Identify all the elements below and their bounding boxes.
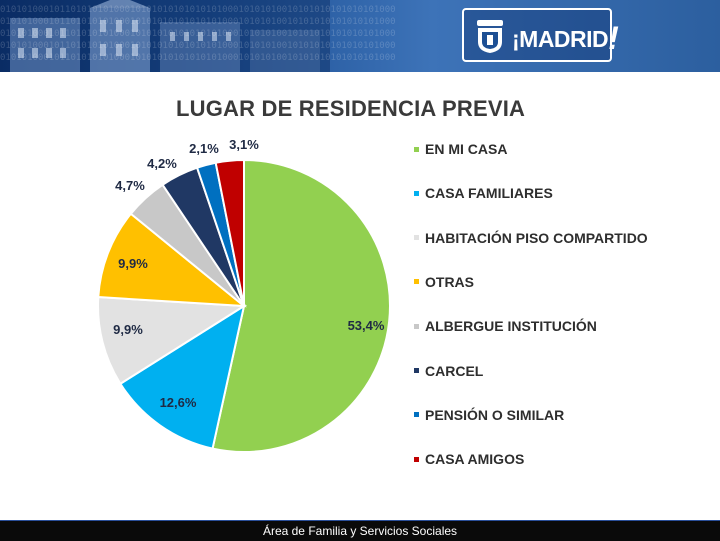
legend-swatch [414, 190, 419, 196]
legend-item: CASA AMIGOS [414, 450, 524, 468]
legend-label: PENSIÓN O SIMILAR [425, 406, 565, 423]
legend-item: OTRAS [414, 273, 474, 291]
legend-label: CASA FAMILIARES [425, 185, 553, 202]
legend-label: HABITACIÓN PISO COMPARTIDO [425, 229, 648, 246]
footer-text: Área de Familia y Servicios Sociales [262, 524, 458, 538]
legend-swatch [414, 456, 419, 462]
legend-item: CARCEL [414, 362, 483, 380]
pie-slice [214, 158, 245, 307]
legend-swatch [414, 412, 419, 418]
legend-swatch [414, 323, 419, 329]
chart-title: LUGAR DE RESIDENCIA PREVIA [176, 96, 526, 121]
binary-pattern: 0101010001011010101010001010101010101010… [0, 5, 396, 63]
legend-item: CASA FAMILIARES [414, 184, 553, 202]
legend-item: HABITACIÓN PISO COMPARTIDO [414, 229, 648, 247]
slice-data-label: 12,6% [160, 395, 197, 410]
slice-data-label: 2,1% [189, 141, 219, 156]
legend-swatch [414, 146, 419, 152]
slice-data-label: 3,1% [229, 137, 259, 152]
slice-data-label: 53,4% [348, 318, 385, 333]
legend-item: ALBERGUE INSTITUCIÓN [414, 317, 597, 335]
legend-label: OTRAS [425, 273, 474, 290]
legend-label: CASA AMIGOS [425, 451, 525, 468]
slice-data-label: 4,7% [115, 178, 145, 193]
pie-slice [96, 295, 248, 386]
footer-bar: Área de Familia y Servicios Sociales [0, 520, 720, 541]
slice-data-label: 9,9% [118, 256, 148, 271]
legend-item: EN MI CASA [414, 140, 507, 158]
pie-slice [211, 158, 391, 453]
slice-data-label: 4,2% [147, 156, 177, 171]
legend-label: EN MI CASA [425, 141, 508, 157]
legend-swatch [414, 279, 419, 285]
legend-swatch [414, 368, 419, 373]
slice-data-label: 9,9% [113, 322, 143, 337]
city-building-illustration [0, 0, 330, 72]
coat-of-arms-icon [477, 20, 503, 53]
legend-label: ALBERGUE INSTITUCIÓN [425, 318, 597, 335]
pie-slice [97, 212, 248, 308]
legend-swatch [414, 235, 419, 241]
madrid-logo: ¡MADRID! [462, 8, 619, 62]
madrid-wordmark: ¡MADRID! [512, 20, 619, 56]
legend-item: PENSIÓN O SIMILAR [414, 406, 564, 424]
legend-label: CARCEL [425, 362, 484, 379]
pie-slice [119, 303, 246, 450]
header-banner: 0101010001011010101010001010101010101010… [0, 0, 720, 72]
pie-chart: 53,4% 12,6% 9,9% 9,9% 4,7%4,2% 2,1% 3,1% [96, 137, 391, 453]
